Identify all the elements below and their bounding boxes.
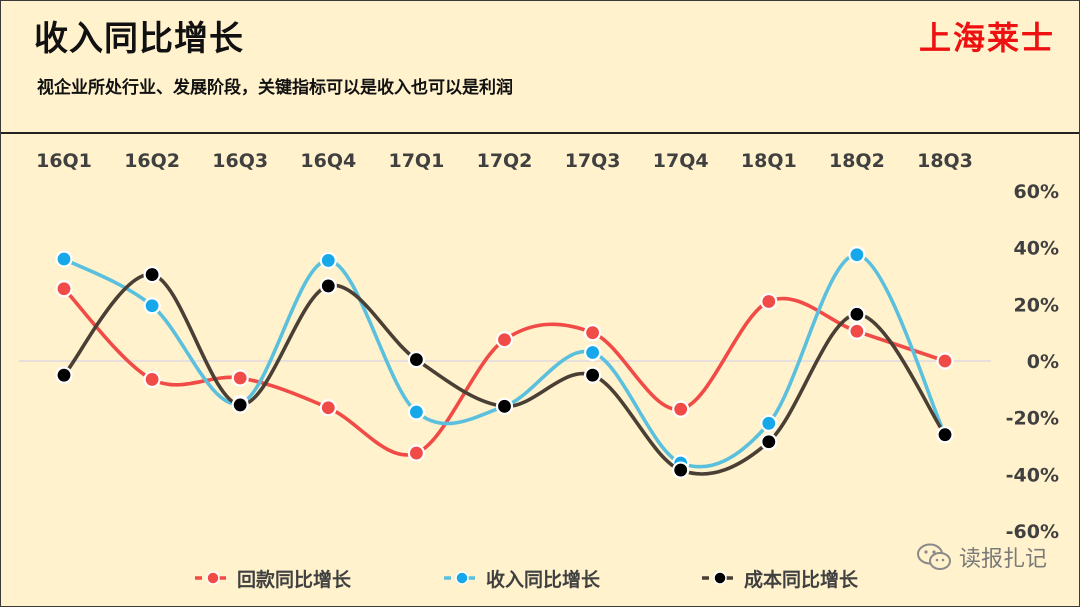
brand-logo: 上海莱士 [918, 19, 1055, 57]
x-tick-label: 18Q3 [917, 150, 973, 172]
data-point-revenue-growth [583, 343, 602, 362]
data-point-cost-growth [495, 397, 514, 415]
y-tick-label: 40% [1014, 238, 1059, 260]
series-line-cost-growth [62, 272, 947, 476]
data-point-cost-growth [583, 366, 602, 384]
x-tick-label: 16Q4 [300, 150, 356, 172]
legend-label: 成本同比增长 [744, 568, 859, 591]
legend-label: 收入同比增长 [486, 568, 601, 591]
data-point-cost-growth [319, 277, 337, 295]
data-point-revenue-growth [55, 250, 73, 268]
page-subtitle: 视企业所处行业、发展阶段，关键指标可以是收入也可以是利润 [37, 78, 513, 98]
legend-swatch [444, 571, 480, 585]
chart-legend: 回款同比增长 收入同比增长 成本同比增长 [1, 563, 1079, 593]
x-tick-label: 18Q1 [741, 150, 797, 172]
data-point-refund-growth [407, 444, 425, 462]
watermark-text: 读报扎记 [958, 547, 1047, 572]
data-point-refund-growth [760, 292, 778, 311]
data-point-revenue-growth [760, 414, 778, 432]
data-point-refund-growth [55, 280, 73, 298]
data-point-cost-growth [407, 350, 425, 369]
x-tick-label: 16Q3 [212, 150, 268, 172]
legend-swatch [195, 571, 231, 585]
data-point-cost-growth [848, 305, 866, 323]
data-point-refund-growth [319, 399, 337, 417]
data-point-refund-growth [495, 331, 514, 349]
data-point-cost-growth [231, 396, 249, 414]
data-point-cost-growth [672, 461, 690, 479]
page-title: 收入同比增长 [34, 19, 244, 59]
x-tick-label: 17Q2 [477, 150, 533, 172]
y-tick-label: 20% [1014, 294, 1059, 316]
legend-item-refund-growth: 回款同比增长 [193, 563, 351, 593]
legend-swatch [702, 571, 738, 585]
x-tick-label: 17Q1 [388, 150, 444, 172]
x-tick-label: 16Q2 [124, 150, 180, 172]
legend-item-cost-growth: 成本同比增长 [700, 563, 858, 593]
header-band: 收入同比增长 上海莱士 视企业所处行业、发展阶段，关键指标可以是收入也可以是利润 [1, 1, 1079, 134]
legend-label: 回款同比增长 [237, 568, 352, 591]
x-tick-label: 17Q4 [653, 150, 709, 172]
data-point-cost-growth [936, 426, 954, 444]
watermark: 读报扎记 [916, 541, 1047, 573]
data-point-revenue-growth [143, 297, 161, 315]
data-point-refund-growth [936, 352, 954, 370]
x-tick-label: 18Q2 [829, 150, 885, 172]
data-point-cost-growth [143, 265, 161, 284]
series-cost-growth [55, 265, 954, 479]
data-point-refund-growth [231, 369, 249, 387]
x-tick-label: 17Q3 [565, 150, 621, 172]
data-point-cost-growth [55, 366, 73, 384]
data-point-refund-growth [848, 322, 866, 340]
y-tick-label: -20% [1006, 408, 1059, 430]
x-tick-label: 16Q1 [36, 150, 92, 172]
wechat-icon [916, 543, 951, 570]
legend-item-revenue-growth: 收入同比增长 [442, 563, 600, 593]
y-tick-label: 60% [1014, 181, 1059, 203]
data-point-refund-growth [583, 324, 602, 342]
data-point-revenue-growth [319, 251, 337, 270]
data-point-cost-growth [760, 433, 778, 451]
data-point-refund-growth [143, 370, 161, 389]
y-tick-label: -40% [1006, 464, 1059, 486]
y-tick-label: -60% [1006, 521, 1059, 543]
data-point-refund-growth [672, 400, 690, 418]
data-point-revenue-growth [407, 403, 425, 421]
y-tick-label: 0% [1027, 351, 1059, 373]
data-point-revenue-growth [848, 246, 866, 264]
